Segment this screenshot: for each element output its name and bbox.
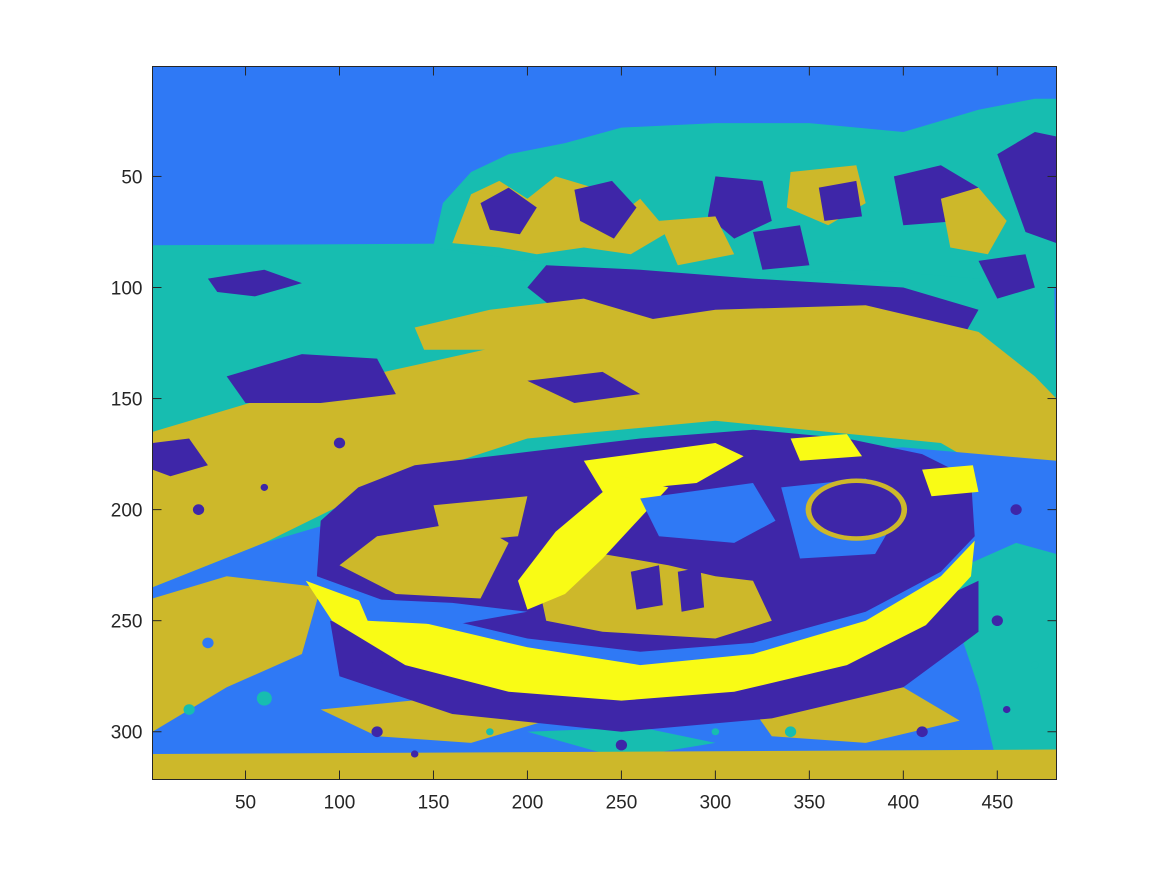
sand-region — [414, 298, 659, 350]
shore-region — [527, 371, 641, 403]
speckle — [192, 504, 205, 515]
town-region — [940, 187, 1007, 255]
boat-deck-region — [640, 483, 776, 543]
boat-deck-region — [358, 598, 528, 626]
boat-hull-region — [305, 540, 975, 701]
town-region — [753, 225, 810, 270]
town-region — [480, 187, 537, 235]
town-region — [707, 176, 772, 239]
speckle — [916, 726, 928, 738]
boat-deck-region — [790, 434, 862, 461]
speckle — [183, 704, 195, 715]
speckle — [486, 728, 494, 736]
x-tick-label: 100 — [324, 793, 356, 814]
x-tick-label: 300 — [700, 793, 732, 814]
speckle — [615, 739, 628, 751]
x-tick-label: 50 — [235, 793, 256, 814]
x-tick-label: 250 — [606, 793, 638, 814]
boat-shadow-region — [330, 580, 979, 732]
town-region — [997, 132, 1057, 244]
speckle — [1002, 705, 1011, 714]
x-tick-label: 350 — [794, 793, 826, 814]
foreground-region — [152, 576, 321, 732]
speckle — [410, 750, 419, 758]
shore-region — [226, 354, 396, 403]
speckle — [1031, 661, 1039, 669]
axes-box — [152, 66, 1057, 780]
x-tick-label: 200 — [512, 793, 544, 814]
y-tick-label: 50 — [121, 167, 142, 188]
speckle — [371, 659, 383, 671]
speckle — [1010, 504, 1022, 515]
axis-ticks: 50 100 150 200 250 300 350 400 450 50 100 150 200 250… — [111, 66, 1057, 814]
boat-deck-region — [677, 567, 705, 612]
boat-deck-region — [518, 476, 669, 610]
y-tick-label: 300 — [111, 723, 143, 744]
x-tick-label: 450 — [981, 793, 1013, 814]
town-region — [659, 216, 735, 266]
speckle — [991, 615, 1003, 627]
speckle — [371, 726, 383, 738]
heatmap-image — [152, 66, 1057, 780]
speckle — [711, 728, 720, 736]
town-region — [978, 254, 1035, 299]
y-tick-label: 150 — [111, 390, 143, 411]
speckle — [333, 437, 346, 449]
town-region — [818, 180, 862, 221]
x-tick-label: 400 — [887, 793, 919, 814]
speckle — [784, 726, 797, 738]
foreground-region — [152, 749, 1057, 780]
x-tick-label: 150 — [418, 793, 450, 814]
speckle — [256, 691, 272, 706]
y-tick-label: 100 — [111, 279, 143, 300]
porthole — [811, 482, 902, 537]
foreground-region — [753, 687, 960, 743]
y-tick-label: 200 — [111, 501, 143, 522]
boat-deck-region — [630, 565, 663, 610]
boat-deck-region — [922, 465, 979, 497]
town-region — [574, 180, 637, 239]
shore-region — [207, 269, 302, 297]
speckle — [260, 483, 269, 491]
y-tick-label: 250 — [111, 612, 143, 633]
speckle — [202, 637, 214, 649]
shore-region — [152, 438, 208, 477]
boat-deck-region — [433, 496, 528, 543]
